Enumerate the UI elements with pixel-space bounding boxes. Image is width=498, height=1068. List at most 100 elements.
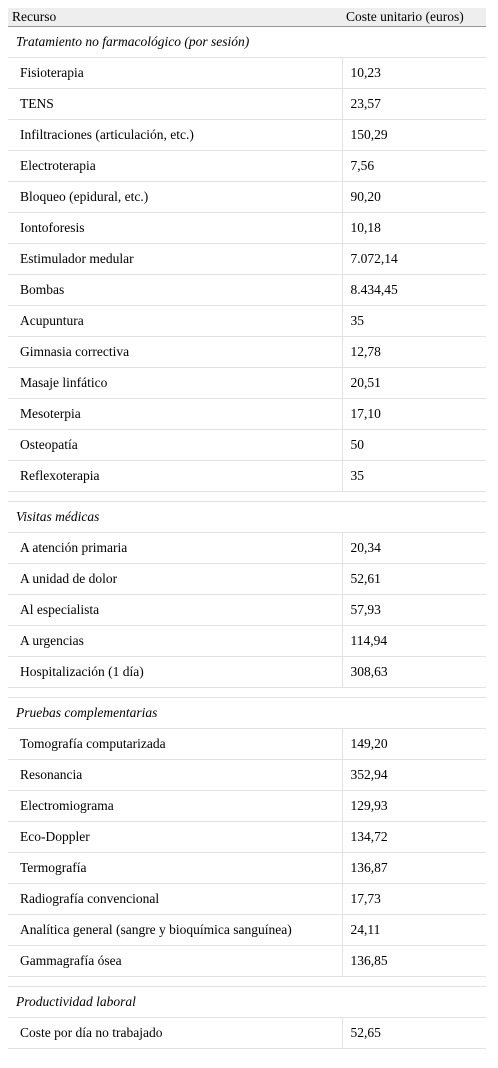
unit-cost-value: 10,18 xyxy=(342,212,486,244)
unit-cost-value: 17,10 xyxy=(342,398,486,430)
unit-cost-value: 57,93 xyxy=(342,594,486,626)
resource-name: A urgencias xyxy=(8,625,343,657)
resource-name: Infiltraciones (articulación, etc.) xyxy=(8,119,343,151)
resource-name: Mesoterpia xyxy=(8,398,343,430)
table-row: A unidad de dolor 52,61 xyxy=(8,563,486,595)
resource-name: Iontoforesis xyxy=(8,212,343,244)
section-heading-row: Visitas médicas xyxy=(8,501,486,533)
table-row: Mesoterpia 17,10 xyxy=(8,398,486,430)
resource-name: Masaje linfático xyxy=(8,367,343,399)
table-row: Bombas 8.434,45 xyxy=(8,274,486,306)
table-row: Gammagrafía ósea 136,85 xyxy=(8,945,486,977)
table-row: Masaje linfático 20,51 xyxy=(8,367,486,399)
cost-table: Recurso Coste unitario (euros) Tratamien… xyxy=(8,8,486,1049)
resource-name: TENS xyxy=(8,88,343,120)
table-row: Radiografía convencional 17,73 xyxy=(8,883,486,915)
unit-cost-value: 35 xyxy=(342,460,486,492)
header-row: Recurso Coste unitario (euros) xyxy=(8,8,486,27)
spacer-cell xyxy=(8,491,486,502)
section-spacer xyxy=(8,491,486,502)
unit-cost-value: 7.072,14 xyxy=(342,243,486,275)
unit-cost-value: 129,93 xyxy=(342,790,486,822)
resource-name: Bloqueo (epidural, etc.) xyxy=(8,181,343,213)
resource-name: Resonancia xyxy=(8,759,343,791)
unit-cost-value: 10,23 xyxy=(342,57,486,89)
table-row: Acupuntura 35 xyxy=(8,305,486,337)
unit-cost-value: 134,72 xyxy=(342,821,486,853)
section-heading-row: Productividad laboral xyxy=(8,986,486,1018)
unit-cost-value: 20,34 xyxy=(342,532,486,564)
table-row: Osteopatía 50 xyxy=(8,429,486,461)
section-spacer xyxy=(8,687,486,698)
unit-cost-value: 136,85 xyxy=(342,945,486,977)
table-row: A urgencias 114,94 xyxy=(8,625,486,657)
table-row: Coste por día no trabajado 52,65 xyxy=(8,1017,486,1049)
resource-name: Fisioterapia xyxy=(8,57,343,89)
table-row: Fisioterapia 10,23 xyxy=(8,57,486,89)
unit-cost-value: 24,11 xyxy=(342,914,486,946)
resource-name: A unidad de dolor xyxy=(8,563,343,595)
table-row: Iontoforesis 10,18 xyxy=(8,212,486,244)
resource-name: Analítica general (sangre y bioquímica s… xyxy=(8,914,343,946)
resource-name: Hospitalización (1 día) xyxy=(8,656,343,688)
resource-name: Bombas xyxy=(8,274,343,306)
table-row: A atención primaria 20,34 xyxy=(8,532,486,564)
resource-name: Coste por día no trabajado xyxy=(8,1017,343,1049)
table-row: Eco-Doppler 134,72 xyxy=(8,821,486,853)
resource-name: Termografía xyxy=(8,852,343,884)
section-title: Pruebas complementarias xyxy=(8,697,486,729)
section-title: Visitas médicas xyxy=(8,501,486,533)
unit-cost-value: 114,94 xyxy=(342,625,486,657)
unit-cost-value: 150,29 xyxy=(342,119,486,151)
table-body: Tratamiento no farmacológico (por sesión… xyxy=(8,26,486,1049)
resource-name: Reflexoterapia xyxy=(8,460,343,492)
unit-cost-value: 23,57 xyxy=(342,88,486,120)
section-title: Tratamiento no farmacológico (por sesión… xyxy=(8,26,486,58)
unit-cost-value: 12,78 xyxy=(342,336,486,368)
resource-name: Electromiograma xyxy=(8,790,343,822)
table-row: TENS 23,57 xyxy=(8,88,486,120)
table-row: Hospitalización (1 día) 308,63 xyxy=(8,656,486,688)
table-row: Infiltraciones (articulación, etc.) 150,2… xyxy=(8,119,486,151)
resource-name: Osteopatía xyxy=(8,429,343,461)
unit-cost-value: 20,51 xyxy=(342,367,486,399)
header-unit-cost: Coste unitario (euros) xyxy=(342,8,486,27)
section-spacer xyxy=(8,976,486,987)
unit-cost-value: 50 xyxy=(342,429,486,461)
resource-name: Estimulador medular xyxy=(8,243,343,275)
section-title: Productividad laboral xyxy=(8,986,486,1018)
resource-name: Tomografía computarizada xyxy=(8,728,343,760)
table-row: Gimnasia correctiva 12,78 xyxy=(8,336,486,368)
unit-cost-value: 352,94 xyxy=(342,759,486,791)
unit-cost-value: 35 xyxy=(342,305,486,337)
resource-name: A atención primaria xyxy=(8,532,343,564)
resource-name: Gimnasia correctiva xyxy=(8,336,343,368)
resource-name: Gammagrafía ósea xyxy=(8,945,343,977)
table-row: Tomografía computarizada 149,20 xyxy=(8,728,486,760)
resource-name: Al especialista xyxy=(8,594,343,626)
table-row: Analítica general (sangre y bioquímica s… xyxy=(8,914,486,946)
table-header: Recurso Coste unitario (euros) xyxy=(8,8,486,27)
unit-cost-value: 52,65 xyxy=(342,1017,486,1049)
cost-table-container: Recurso Coste unitario (euros) Tratamien… xyxy=(8,8,486,1049)
spacer-cell xyxy=(8,976,486,987)
table-row: Estimulador medular 7.072,14 xyxy=(8,243,486,275)
table-row: Al especialista 57,93 xyxy=(8,594,486,626)
header-resource: Recurso xyxy=(8,8,342,27)
table-row: Termografía 136,87 xyxy=(8,852,486,884)
unit-cost-value: 17,73 xyxy=(342,883,486,915)
spacer-cell xyxy=(8,687,486,698)
unit-cost-value: 52,61 xyxy=(342,563,486,595)
unit-cost-value: 136,87 xyxy=(342,852,486,884)
resource-name: Acupuntura xyxy=(8,305,343,337)
resource-name: Electroterapia xyxy=(8,150,343,182)
unit-cost-value: 8.434,45 xyxy=(342,274,486,306)
unit-cost-value: 90,20 xyxy=(342,181,486,213)
table-row: Electroterapia 7,56 xyxy=(8,150,486,182)
table-row: Bloqueo (epidural, etc.) 90,20 xyxy=(8,181,486,213)
table-row: Electromiograma 129,93 xyxy=(8,790,486,822)
section-heading-row: Tratamiento no farmacológico (por sesión… xyxy=(8,26,486,58)
unit-cost-value: 7,56 xyxy=(342,150,486,182)
table-row: Resonancia 352,94 xyxy=(8,759,486,791)
resource-name: Radiografía convencional xyxy=(8,883,343,915)
